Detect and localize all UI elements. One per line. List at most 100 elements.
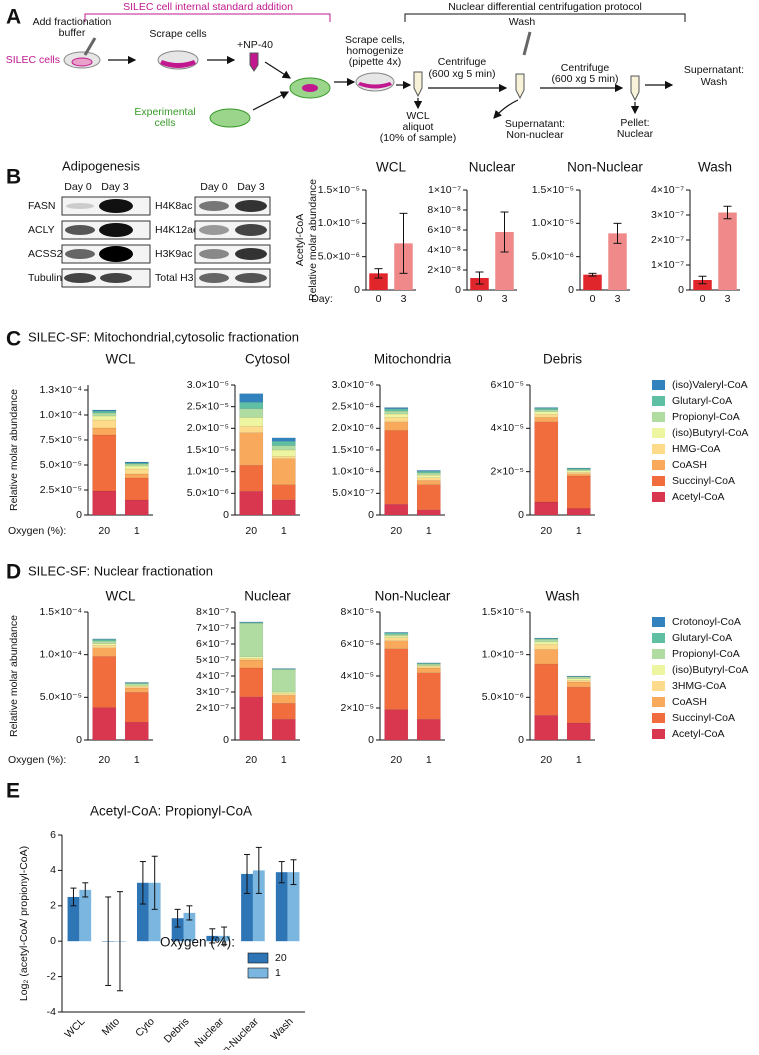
bar-segment — [93, 648, 116, 657]
x-tick-label: 20 — [540, 754, 552, 766]
bar-segment — [385, 649, 408, 710]
bar-segment — [272, 703, 295, 719]
bar-segment — [535, 408, 558, 409]
x-axis-label: Oxygen (%): — [8, 754, 66, 766]
bar-segment — [93, 644, 116, 646]
y-tick-label: 0 — [368, 509, 374, 521]
bar-segment — [272, 695, 295, 703]
bar-segment — [93, 416, 116, 420]
legend-swatch — [652, 729, 665, 739]
chart-title: Debris — [543, 352, 582, 367]
x-tick-label: 0 — [700, 293, 706, 305]
tube — [250, 53, 258, 71]
arrow — [265, 62, 290, 78]
bar-segment — [385, 422, 408, 431]
bar-segment — [272, 485, 295, 500]
chart-title: Nuclear — [244, 589, 291, 604]
chart-title: WCL — [106, 589, 136, 604]
bar-segment — [125, 684, 148, 686]
bar-segment — [417, 510, 440, 515]
note: +NP-40 — [237, 39, 273, 51]
bar-segment — [125, 464, 148, 466]
note: (600 xg 5 min) — [551, 73, 618, 85]
y-tick-label: 4 — [50, 864, 56, 876]
y-tick-label: 1.0×10⁻⁵ — [482, 648, 524, 660]
x-tick-label: Nuclear — [192, 1015, 226, 1049]
bar-segment — [385, 414, 408, 417]
y-tick-label: 1.5×10⁻⁶ — [332, 444, 374, 456]
bar-segment — [93, 428, 116, 435]
y-tick-label: 2 — [50, 900, 56, 912]
bar-segment — [385, 418, 408, 422]
legend-label: Crotonoyl-CoA — [672, 616, 741, 628]
note: (10% of sample) — [380, 132, 456, 144]
bar-segment — [535, 412, 558, 415]
bar-segment — [535, 650, 558, 665]
chart-title: Non-Nuclear — [567, 160, 643, 175]
legend-swatch — [652, 476, 665, 486]
chart-title: Cytosol — [245, 352, 290, 367]
y-tick-label: 0 — [368, 734, 374, 746]
x-tick-label: 1 — [281, 754, 287, 766]
y-tick-label: 7×10⁻⁷ — [196, 622, 229, 634]
x-tick-label: 3 — [502, 293, 508, 305]
y-tick-label: 6 — [50, 829, 56, 841]
blot-column: Day 0 — [64, 181, 92, 193]
y-tick-label: 8×10⁻⁵ — [340, 606, 374, 618]
legend-label: (iso)Butyryl-CoA — [672, 664, 748, 676]
legend-swatch — [248, 968, 268, 978]
chart-title: Wash — [698, 160, 732, 175]
panel-title: Adipogenesis — [62, 158, 141, 173]
legend-swatch — [652, 396, 665, 406]
bar-segment — [93, 645, 116, 648]
x-tick-label: 3 — [401, 293, 407, 305]
legend-label: (iso)Butyryl-CoA — [672, 427, 748, 439]
bar-segment — [417, 471, 440, 473]
legend-label: Succinyl-CoA — [672, 475, 735, 487]
bar-segment — [417, 475, 440, 478]
legend-swatch — [652, 649, 665, 659]
legend-label: CoASH — [672, 459, 707, 471]
blot-label: H4K12ac — [155, 224, 198, 236]
bar-segment — [125, 722, 148, 740]
bar-segment — [272, 450, 295, 457]
legend-label: (iso)Valeryl-CoA — [672, 379, 748, 391]
legend-swatch — [652, 633, 665, 643]
note: Nuclear — [617, 128, 654, 140]
legend-swatch — [652, 380, 665, 390]
bar-segment — [417, 673, 440, 719]
panel-label: A — [6, 6, 21, 29]
panel-title: SILEC-SF: Nuclear fractionation — [28, 563, 213, 578]
bar-segment — [93, 491, 116, 515]
panel-title: SILEC-SF: Mitochondrial,cytosolic fracti… — [28, 329, 299, 344]
legend-label: Glutaryl-CoA — [672, 632, 732, 644]
bar-segment — [93, 435, 116, 491]
y-tick-label: 5.0×10⁻⁷ — [332, 487, 374, 499]
bar-segment — [385, 634, 408, 636]
y-tick-label: 8×10⁻⁸ — [427, 204, 461, 216]
blot-label: ACLY — [28, 224, 55, 236]
note: SILEC cells — [6, 54, 60, 66]
bar-segment — [125, 686, 148, 688]
bar-segment — [93, 641, 116, 644]
bar-segment — [272, 446, 295, 450]
x-tick-label: Debris — [162, 1016, 192, 1046]
bar-segment — [272, 441, 295, 445]
bar-segment — [385, 636, 408, 638]
panel-label: D — [6, 561, 21, 584]
chart-title: Non-Nuclear — [375, 589, 451, 604]
y-tick-label: 0 — [223, 734, 229, 746]
blot-label: Total H3 — [155, 272, 194, 284]
bar-segment — [417, 480, 440, 484]
arrow — [253, 92, 288, 110]
chart-title: WCL — [106, 352, 136, 367]
bar-segment — [93, 420, 116, 428]
pipette — [524, 32, 530, 55]
bar-segment — [272, 670, 295, 692]
legend-swatch — [652, 617, 665, 627]
y-tick-label: -4 — [47, 1006, 56, 1018]
x-axis-label: Oxygen (%): — [8, 525, 66, 537]
bar-segment — [385, 408, 408, 409]
x-tick-label: 20 — [98, 754, 110, 766]
y-tick-label: 1.0×10⁻⁴ — [40, 409, 82, 421]
